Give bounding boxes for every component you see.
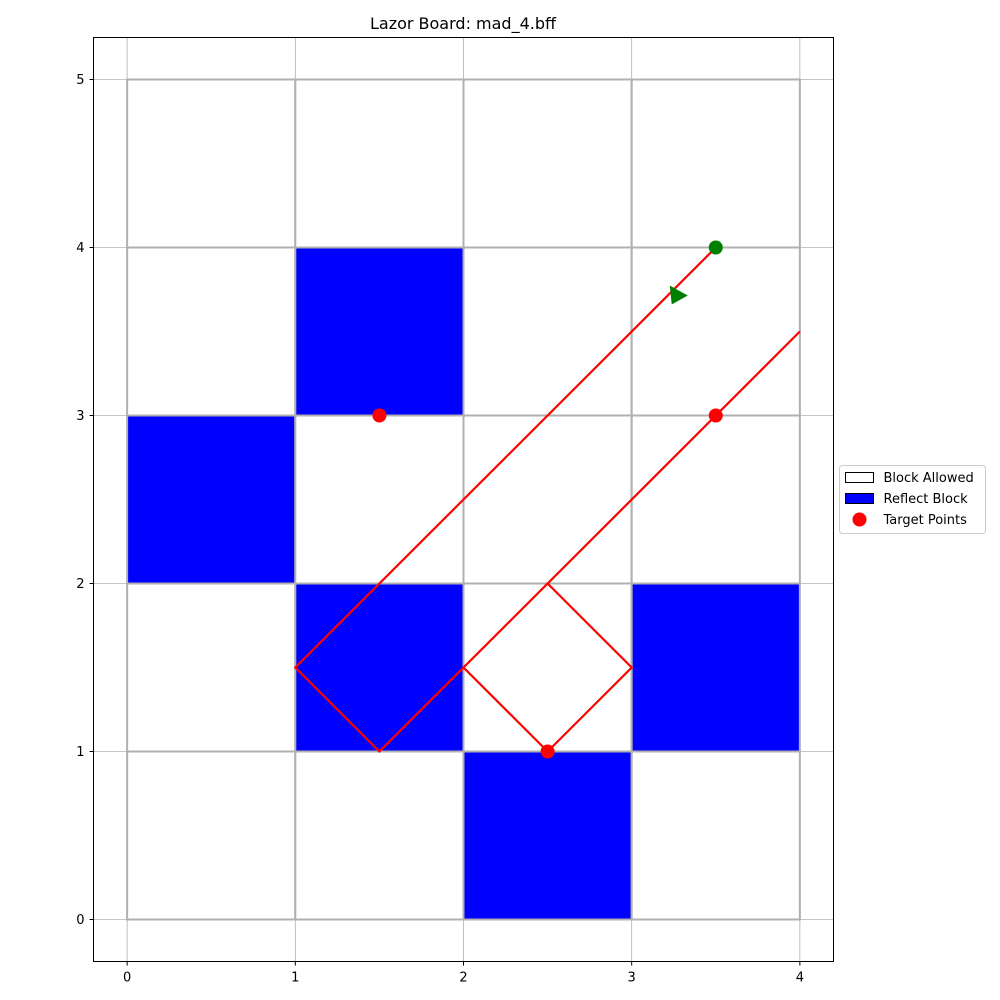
allowed-block [630, 78, 801, 249]
legend-frame [839, 465, 986, 534]
y-tick-label: 0 [76, 913, 84, 928]
legend-label: Block Allowed [884, 471, 974, 486]
y-tick-label: 2 [76, 577, 84, 592]
axis-ticks: 0 1 2 3 4 0 1 2 3 4 5 [76, 73, 804, 986]
laser-direction-marker [669, 285, 688, 305]
allowed-block [294, 78, 465, 249]
y-tick-label: 3 [76, 409, 84, 424]
y-tick-label: 5 [76, 73, 84, 88]
allowed-block [126, 750, 297, 921]
target-point [708, 408, 723, 423]
allowed-block [126, 582, 297, 753]
allowed-block [462, 414, 633, 585]
allowed-block [630, 750, 801, 921]
legend-swatch [845, 472, 874, 483]
reflect-block [462, 750, 633, 921]
x-tick-label: 4 [796, 971, 804, 986]
reflect-block [630, 582, 801, 753]
board-cells [126, 78, 801, 921]
laser-paths [293, 246, 801, 754]
reflect-block [126, 414, 297, 585]
allowed-block [630, 246, 801, 417]
laser-origin-point [708, 240, 723, 255]
x-tick-label: 2 [459, 971, 467, 986]
allowed-block [294, 750, 465, 921]
legend: Block Allowed Reflect Block Target Points [839, 465, 986, 534]
y-tick-label: 4 [76, 241, 84, 256]
x-tick-label: 1 [291, 971, 299, 986]
point-markers [372, 240, 723, 759]
allowed-block [462, 78, 633, 249]
reflect-block [294, 246, 465, 417]
legend-label: Reflect Block [884, 492, 969, 507]
allowed-block [126, 246, 297, 417]
allowed-block [630, 414, 801, 585]
allowed-block [462, 582, 633, 753]
legend-swatch [845, 493, 874, 504]
x-tick-label: 3 [628, 971, 636, 986]
allowed-block [126, 78, 297, 249]
allowed-block [462, 246, 633, 417]
x-tick-label: 0 [123, 971, 131, 986]
target-point [372, 408, 387, 423]
target-point [540, 744, 555, 759]
chart-title: Lazor Board: mad_4.bff [370, 14, 557, 34]
laser-path [293, 246, 801, 754]
reflect-block [294, 582, 465, 753]
legend-label: Target Points [883, 513, 968, 528]
y-tick-label: 1 [76, 745, 84, 760]
legend-marker [852, 512, 867, 527]
allowed-block [294, 414, 465, 585]
